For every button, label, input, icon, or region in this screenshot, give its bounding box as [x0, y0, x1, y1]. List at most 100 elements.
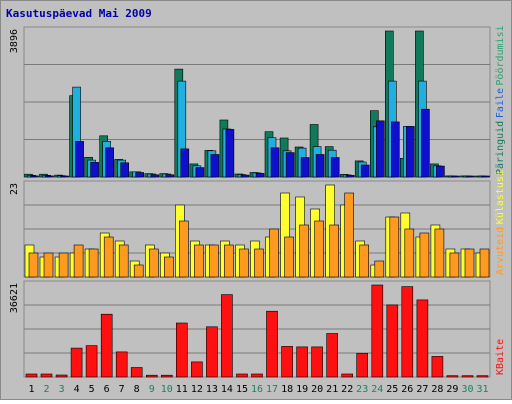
day-label-7: 7: [119, 384, 125, 395]
bar-bottom-kbaite-day-24: [371, 284, 384, 378]
bar-middle-arvuteid-day-22: [344, 192, 355, 278]
bar-bottom-kbaite-day-9: [146, 374, 158, 378]
chart-panels: 3896 Päringuid Faile Pöördumisi 23 Arvuteid Kü…: [9, 25, 506, 378]
bar-top-pöördumisi-day-22: [345, 175, 355, 178]
bar-top-pöördumisi-day-28: [436, 165, 445, 178]
day-label-14: 14: [221, 384, 233, 395]
day-label-13: 13: [206, 384, 218, 395]
bar-top-pöördumisi-day-13: [210, 154, 220, 178]
day-label-16: 16: [251, 384, 263, 395]
bar-top-pöördumisi-day-19: [300, 157, 310, 178]
day-label-4: 4: [74, 384, 80, 395]
bar-top-pöördumisi-day-8: [135, 172, 144, 178]
day-label-28: 28: [431, 384, 443, 395]
bar-middle-arvuteid-day-11: [179, 220, 189, 278]
bar-bottom-kbaite-day-15: [236, 373, 248, 378]
panel-bottom-max-label: 36621: [9, 283, 20, 313]
bar-middle-arvuteid-day-31: [479, 248, 490, 278]
bar-middle-arvuteid-day-30: [464, 248, 475, 278]
bar-middle-arvuteid-day-6: [103, 236, 114, 278]
day-label-8: 8: [134, 384, 140, 395]
bar-bottom-kbaite-day-10: [161, 374, 173, 378]
bar-bottom-kbaite-day-27: [416, 299, 429, 378]
bar-top-pöördumisi-day-2: [45, 175, 54, 178]
bar-middle-arvuteid-day-26: [404, 228, 415, 278]
bar-top-pöördumisi-day-18: [285, 152, 295, 178]
bar-bottom-kbaite-day-14: [221, 294, 233, 378]
day-label-1: 1: [28, 384, 34, 395]
panel-middle-series-label: Arvuteid: [495, 227, 506, 275]
day-label-22: 22: [341, 384, 353, 395]
bar-middle-arvuteid-day-2: [43, 252, 54, 278]
day-label-29: 29: [446, 384, 458, 395]
panel-top-series-label: Pöördumisi: [495, 25, 506, 85]
bar-top-pöördumisi-day-17: [270, 147, 280, 178]
bar-bottom-kbaite-day-2: [40, 373, 53, 378]
bar-bottom-kbaite-day-28: [431, 356, 444, 378]
panel-bottom-series-label: KBaite: [495, 339, 506, 375]
day-label-25: 25: [386, 384, 398, 395]
bar-top-pöördumisi-day-11: [180, 148, 190, 178]
bar-middle-arvuteid-day-9: [149, 248, 159, 278]
bar-middle-arvuteid-day-23: [359, 244, 370, 278]
bar-bottom-kbaite-day-20: [311, 346, 323, 378]
bar-middle-arvuteid-day-14: [224, 244, 234, 278]
bar-top-pöördumisi-day-6: [105, 147, 114, 178]
panel-top: 3896 Päringuid Faile Pöördumisi: [9, 25, 506, 178]
bar-middle-arvuteid-day-29: [449, 252, 460, 278]
bar-top-pöördumisi-day-4: [75, 141, 84, 178]
day-label-11: 11: [176, 384, 188, 395]
bar-middle-arvuteid-day-27: [419, 232, 430, 278]
bar-middle-arvuteid-day-3: [58, 252, 69, 278]
bar-bottom-kbaite-day-31: [476, 375, 489, 378]
bar-bottom-kbaite-day-29: [446, 375, 459, 378]
bar-top-pöördumisi-day-1: [30, 175, 39, 178]
bar-bottom-kbaite-day-13: [206, 326, 218, 378]
bar-bottom-kbaite-day-4: [70, 347, 83, 378]
bar-top-pöördumisi-day-15: [240, 174, 250, 178]
bar-middle-arvuteid-day-1: [28, 252, 39, 278]
bar-bottom-kbaite-day-30: [461, 375, 474, 378]
bar-bottom-kbaite-day-26: [401, 286, 414, 378]
bar-middle-arvuteid-day-25: [389, 216, 400, 278]
bar-bottom-kbaite-day-18: [281, 346, 293, 378]
bar-top-pöördumisi-day-7: [120, 162, 129, 178]
bar-middle-arvuteid-day-24: [374, 260, 385, 278]
panel-bottom: 36621 KBaite: [9, 280, 506, 378]
bar-top-pöördumisi-day-26: [405, 126, 415, 178]
bar-middle-arvuteid-day-12: [194, 244, 204, 278]
bar-bottom-kbaite-day-22: [341, 373, 354, 378]
bar-bottom-kbaite-day-8: [130, 367, 143, 378]
bar-bottom-kbaite-day-12: [191, 361, 203, 378]
bar-bottom-kbaite-day-16: [251, 373, 263, 378]
day-label-23: 23: [356, 384, 368, 395]
bar-top-pöördumisi-day-27: [421, 108, 430, 178]
bar-top-pöördumisi-day-30: [466, 175, 475, 178]
day-label-3: 3: [59, 384, 65, 395]
bar-top-pöördumisi-day-14: [225, 129, 235, 178]
bar-top-pöördumisi-day-5: [90, 162, 99, 178]
bar-top-pöördumisi-day-9: [150, 174, 160, 178]
day-label-21: 21: [326, 384, 338, 395]
day-label-24: 24: [371, 384, 383, 395]
day-label-27: 27: [416, 384, 428, 395]
day-label-26: 26: [401, 384, 413, 395]
bar-middle-arvuteid-day-4: [73, 244, 84, 278]
day-label-19: 19: [296, 384, 308, 395]
day-label-10: 10: [161, 384, 173, 395]
day-label-15: 15: [236, 384, 248, 395]
day-label-6: 6: [104, 384, 110, 395]
day-label-9: 9: [149, 384, 155, 395]
bar-middle-arvuteid-day-20: [314, 220, 324, 278]
panel-top-max-label: 3896: [9, 29, 20, 53]
bar-bottom-kbaite-day-11: [176, 322, 188, 378]
day-label-5: 5: [89, 384, 95, 395]
bar-middle-arvuteid-day-5: [88, 248, 99, 278]
bar-bottom-kbaite-day-6: [100, 313, 113, 378]
bar-bottom-kbaite-day-1: [25, 373, 38, 378]
panel-top-series-label: Faile: [495, 88, 506, 118]
bar-bottom-kbaite-day-3: [55, 374, 68, 378]
day-label-17: 17: [266, 384, 278, 395]
bar-bottom-kbaite-day-25: [386, 304, 399, 378]
